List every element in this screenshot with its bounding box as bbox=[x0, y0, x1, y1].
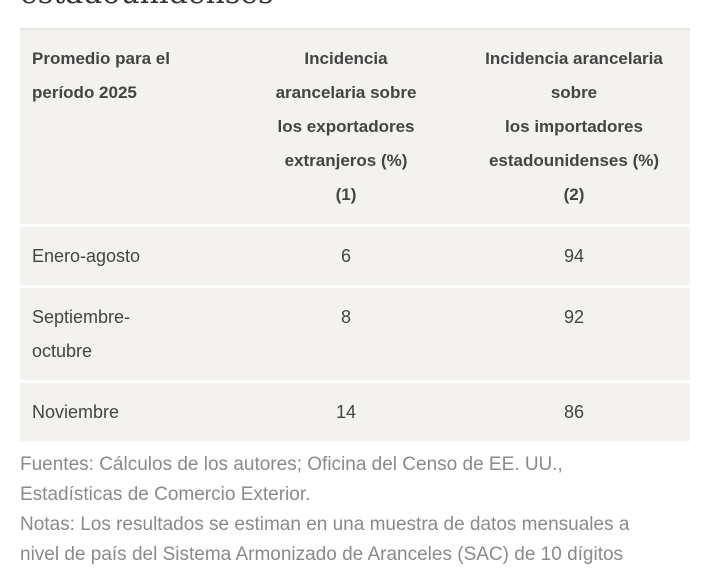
table-row: Septiembre- octubre 8 92 bbox=[20, 285, 690, 382]
importers-cell: 94 bbox=[458, 224, 690, 287]
header-line: Incidencia bbox=[304, 49, 388, 68]
header-line: los exportadores bbox=[277, 117, 415, 136]
period-text: octubre bbox=[32, 341, 93, 361]
header-line: (1) bbox=[335, 185, 357, 204]
sources-line: Estadísticas de Comercio Exterior. bbox=[20, 484, 311, 505]
notes-line: Notas: Los resultados se estiman en una … bbox=[20, 514, 630, 535]
header-line: sobre bbox=[550, 83, 598, 102]
header-line: arancelaria sobre bbox=[275, 83, 417, 102]
table-row: Enero-agosto 6 94 bbox=[20, 224, 690, 287]
importers-cell: 86 bbox=[458, 380, 690, 441]
header-line: Incidencia arancelaria bbox=[485, 49, 663, 68]
header-line: extranjeros (%) bbox=[284, 151, 408, 170]
exporters-cell: 8 bbox=[234, 285, 458, 382]
source-notes: Fuentes: Cálculos de los autores; Oficin… bbox=[20, 450, 629, 570]
period-text: Noviembre bbox=[32, 402, 120, 422]
notes-line: nivel de país del Sistema Armonizado de … bbox=[20, 544, 624, 565]
header-line: los importadores bbox=[505, 117, 643, 136]
header-exporters: Incidencia arancelaria sobre los exporta… bbox=[234, 29, 458, 226]
header-line: período 2025 bbox=[32, 83, 137, 102]
header-period: Promedio para el período 2025 bbox=[20, 29, 234, 226]
header-importers: Incidencia arancelaria sobre los importa… bbox=[458, 29, 690, 226]
tariff-incidence-table: Promedio para el período 2025 Incidencia… bbox=[20, 28, 690, 441]
table-row: Noviembre 14 86 bbox=[20, 380, 690, 441]
period-text: Septiembre- bbox=[32, 307, 131, 327]
exporters-cell: 14 bbox=[234, 380, 458, 441]
header-line: estadounidenses (%) bbox=[488, 151, 660, 170]
importers-cell: 92 bbox=[458, 285, 690, 382]
period-cell: Enero-agosto bbox=[20, 224, 234, 287]
header-row: Promedio para el período 2025 Incidencia… bbox=[20, 29, 690, 226]
sources-line: Fuentes: Cálculos de los autores; Oficin… bbox=[20, 454, 563, 475]
header-line: (2) bbox=[563, 185, 585, 204]
period-cell: Noviembre bbox=[20, 380, 234, 441]
header-line: Promedio para el bbox=[32, 49, 170, 68]
table-title: estadounidenses bbox=[20, 0, 273, 11]
exporters-cell: 6 bbox=[234, 224, 458, 287]
period-text: Enero-agosto bbox=[32, 246, 141, 266]
period-cell: Septiembre- octubre bbox=[20, 285, 234, 382]
